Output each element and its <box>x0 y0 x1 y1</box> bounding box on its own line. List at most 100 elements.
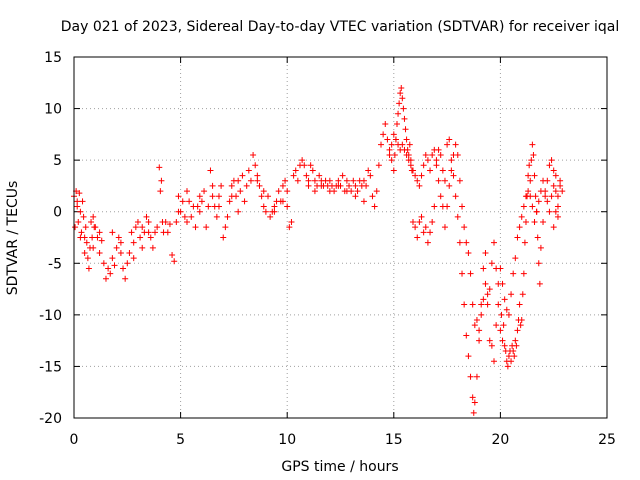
y-tick-labels: -20 -15 -10 -5 0 5 10 15 <box>39 50 62 427</box>
data-point <box>145 229 152 236</box>
data-point <box>290 172 297 179</box>
data-point <box>414 177 421 184</box>
data-point <box>157 188 164 195</box>
data-point <box>554 203 561 210</box>
data-point <box>305 182 312 189</box>
data-point <box>188 213 195 220</box>
data-point <box>382 121 389 128</box>
data-point <box>450 172 457 179</box>
data-point <box>519 291 526 298</box>
data-point <box>456 177 463 184</box>
data-point <box>384 136 391 143</box>
data-point <box>531 172 538 179</box>
y-tick-label: -15 <box>39 359 62 375</box>
data-point <box>90 244 97 251</box>
data-point <box>147 234 154 241</box>
data-point <box>183 188 190 195</box>
data-point <box>527 193 534 200</box>
data-point <box>484 301 491 308</box>
data-point <box>552 172 559 179</box>
data-point <box>459 203 466 210</box>
data-point <box>284 188 291 195</box>
data-point <box>196 193 203 200</box>
data-point <box>209 193 216 200</box>
data-point <box>473 317 480 324</box>
data-point <box>405 157 412 164</box>
data-point <box>228 193 235 200</box>
data-point <box>544 198 551 205</box>
data-point <box>77 208 84 215</box>
data-point <box>510 270 517 277</box>
data-point <box>378 141 385 148</box>
data-point <box>80 213 87 220</box>
data-point <box>521 239 528 246</box>
data-point <box>335 182 342 189</box>
data-point <box>354 188 361 195</box>
data-point <box>294 177 301 184</box>
x-tick-label: 15 <box>385 432 403 448</box>
data-point <box>134 219 141 226</box>
data-point <box>90 213 97 220</box>
data-point <box>352 193 359 200</box>
x-tick-label: 20 <box>491 432 509 448</box>
data-point <box>422 151 429 158</box>
axis-ticks <box>73 56 608 419</box>
data-point <box>409 167 416 174</box>
y-tick-label: 15 <box>44 50 62 66</box>
data-point <box>465 249 472 256</box>
data-point <box>478 301 485 308</box>
data-point <box>201 188 208 195</box>
data-point <box>307 162 314 169</box>
data-point <box>102 275 109 282</box>
data-point <box>254 177 261 184</box>
data-point <box>100 260 107 267</box>
y-axis-label: SDTVAR / TECUs <box>5 181 21 296</box>
data-point <box>499 337 506 344</box>
data-point <box>454 151 461 158</box>
data-point <box>491 358 498 365</box>
data-point <box>501 342 508 349</box>
data-point <box>380 131 387 138</box>
y-tick-label: -5 <box>48 256 62 272</box>
data-point <box>406 141 413 148</box>
data-point <box>74 198 81 205</box>
data-point <box>218 182 225 189</box>
data-point <box>510 347 517 354</box>
data-point <box>446 136 453 143</box>
data-point <box>397 90 404 97</box>
data-point <box>243 182 250 189</box>
data-point <box>279 182 286 189</box>
data-point <box>279 198 286 205</box>
plot-frame <box>73 56 608 419</box>
data-point <box>156 164 163 171</box>
data-point <box>76 190 83 197</box>
data-point <box>282 177 289 184</box>
data-point <box>497 327 504 334</box>
data-point <box>205 203 212 210</box>
data-point <box>414 234 421 241</box>
data-point <box>420 229 427 236</box>
data-point <box>435 177 442 184</box>
data-point <box>441 224 448 231</box>
x-tick-label: 0 <box>70 432 79 448</box>
data-point <box>393 121 400 128</box>
data-point <box>222 224 229 231</box>
data-point <box>401 115 408 122</box>
data-point <box>540 177 547 184</box>
data-point <box>162 219 169 226</box>
data-point <box>500 322 507 329</box>
data-point <box>260 188 267 195</box>
data-point <box>386 146 393 153</box>
data-point <box>166 221 173 228</box>
x-tick-label: 25 <box>598 432 616 448</box>
data-point <box>388 141 395 148</box>
data-point <box>139 244 146 251</box>
data-point <box>456 239 463 246</box>
data-point <box>363 182 370 189</box>
data-point <box>446 182 453 189</box>
data-point <box>444 203 451 210</box>
data-point <box>526 162 533 169</box>
data-point <box>81 249 88 256</box>
data-point <box>554 213 561 220</box>
data-point <box>179 198 186 205</box>
